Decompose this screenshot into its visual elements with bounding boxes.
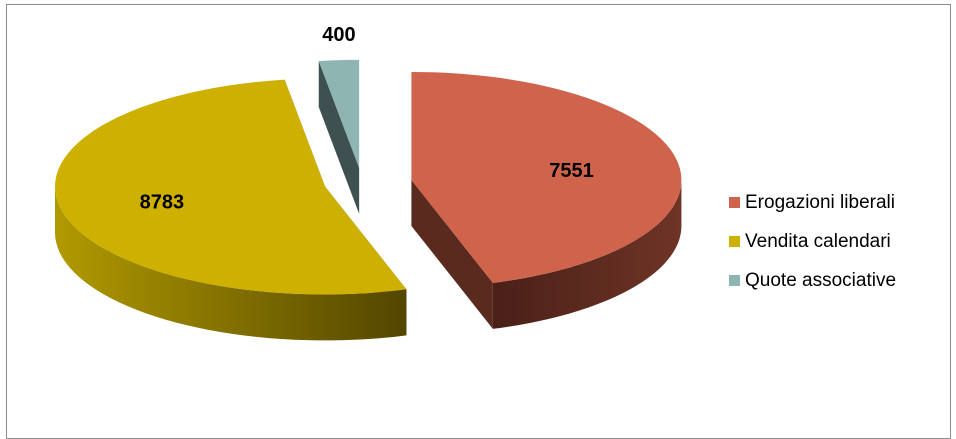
pie-slices [54,59,682,341]
legend-swatch-quote-associative [729,275,740,286]
pie-slice-erogazioni-liberali [411,71,682,329]
legend-label: Erogazioni liberali [745,191,895,213]
slice-side [492,179,682,329]
legend-swatch-erogazioni-liberali [729,197,740,208]
slice-top [318,59,360,168]
slice-top [411,71,682,283]
slice-wall [411,179,493,329]
legend-swatch-vendita-calendari [729,236,740,247]
slice-side [54,186,407,341]
pie-slice-quote-associative [318,59,360,214]
data-label-quote-associative: 400 [322,24,355,46]
legend: Erogazioni liberali Vendita calendari Qu… [729,183,896,300]
pie-chart: 7551 8783 400 [54,24,682,341]
chart-area: 7551 8783 400 Erogazioni liberali Vendita … [6,4,951,439]
pie-data-labels: 7551 8783 400 [140,24,594,213]
slice-wall [318,61,360,214]
legend-label: Vendita calendari [745,230,891,252]
legend-item-vendita-calendari: Vendita calendari [729,222,896,261]
pie-slice-vendita-calendari [54,79,407,341]
data-label-vendita-calendari: 8783 [140,192,185,214]
data-label-erogazioni-liberali: 7551 [549,160,594,182]
legend-label: Quote associative [745,269,897,291]
legend-item-erogazioni-liberali: Erogazioni liberali [729,183,896,222]
legend-item-quote-associative: Quote associative [729,261,896,300]
slice-top [54,79,407,295]
